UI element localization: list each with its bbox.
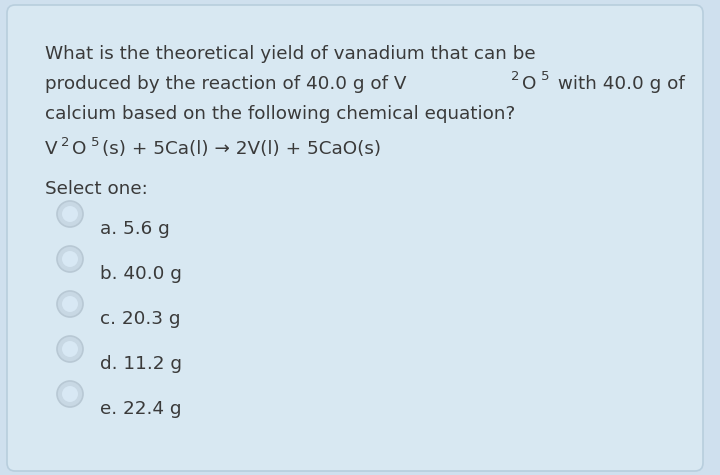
Text: d. 11.2 g: d. 11.2 g [100,355,182,373]
FancyBboxPatch shape [7,5,703,471]
Text: O: O [523,75,537,93]
Circle shape [62,251,78,267]
Circle shape [62,386,78,402]
Text: V: V [45,140,58,158]
Text: What is the theoretical yield of vanadium that can be: What is the theoretical yield of vanadiu… [45,45,536,63]
Text: calcium based on the following chemical equation?: calcium based on the following chemical … [45,105,516,123]
Circle shape [62,296,78,312]
Circle shape [57,246,83,272]
Circle shape [57,291,83,317]
Text: b. 40.0 g: b. 40.0 g [100,265,182,283]
Text: a. 5.6 g: a. 5.6 g [100,220,170,238]
Circle shape [57,336,83,362]
Text: c. 20.3 g: c. 20.3 g [100,310,181,328]
Text: 5: 5 [91,135,99,149]
Text: Select one:: Select one: [45,180,148,198]
Text: 2: 2 [511,70,520,84]
Text: O: O [72,140,86,158]
Circle shape [57,201,83,227]
Circle shape [62,206,78,222]
Text: 5: 5 [541,70,549,84]
Text: (s) + 5Ca(l) → 2V(l) + 5CaO(s): (s) + 5Ca(l) → 2V(l) + 5CaO(s) [102,140,381,158]
Text: 2: 2 [61,135,70,149]
Text: with 40.0 g of: with 40.0 g of [552,75,685,93]
Text: produced by the reaction of 40.0 g of V: produced by the reaction of 40.0 g of V [45,75,407,93]
Circle shape [62,341,78,357]
Text: e. 22.4 g: e. 22.4 g [100,400,181,418]
Circle shape [57,381,83,407]
